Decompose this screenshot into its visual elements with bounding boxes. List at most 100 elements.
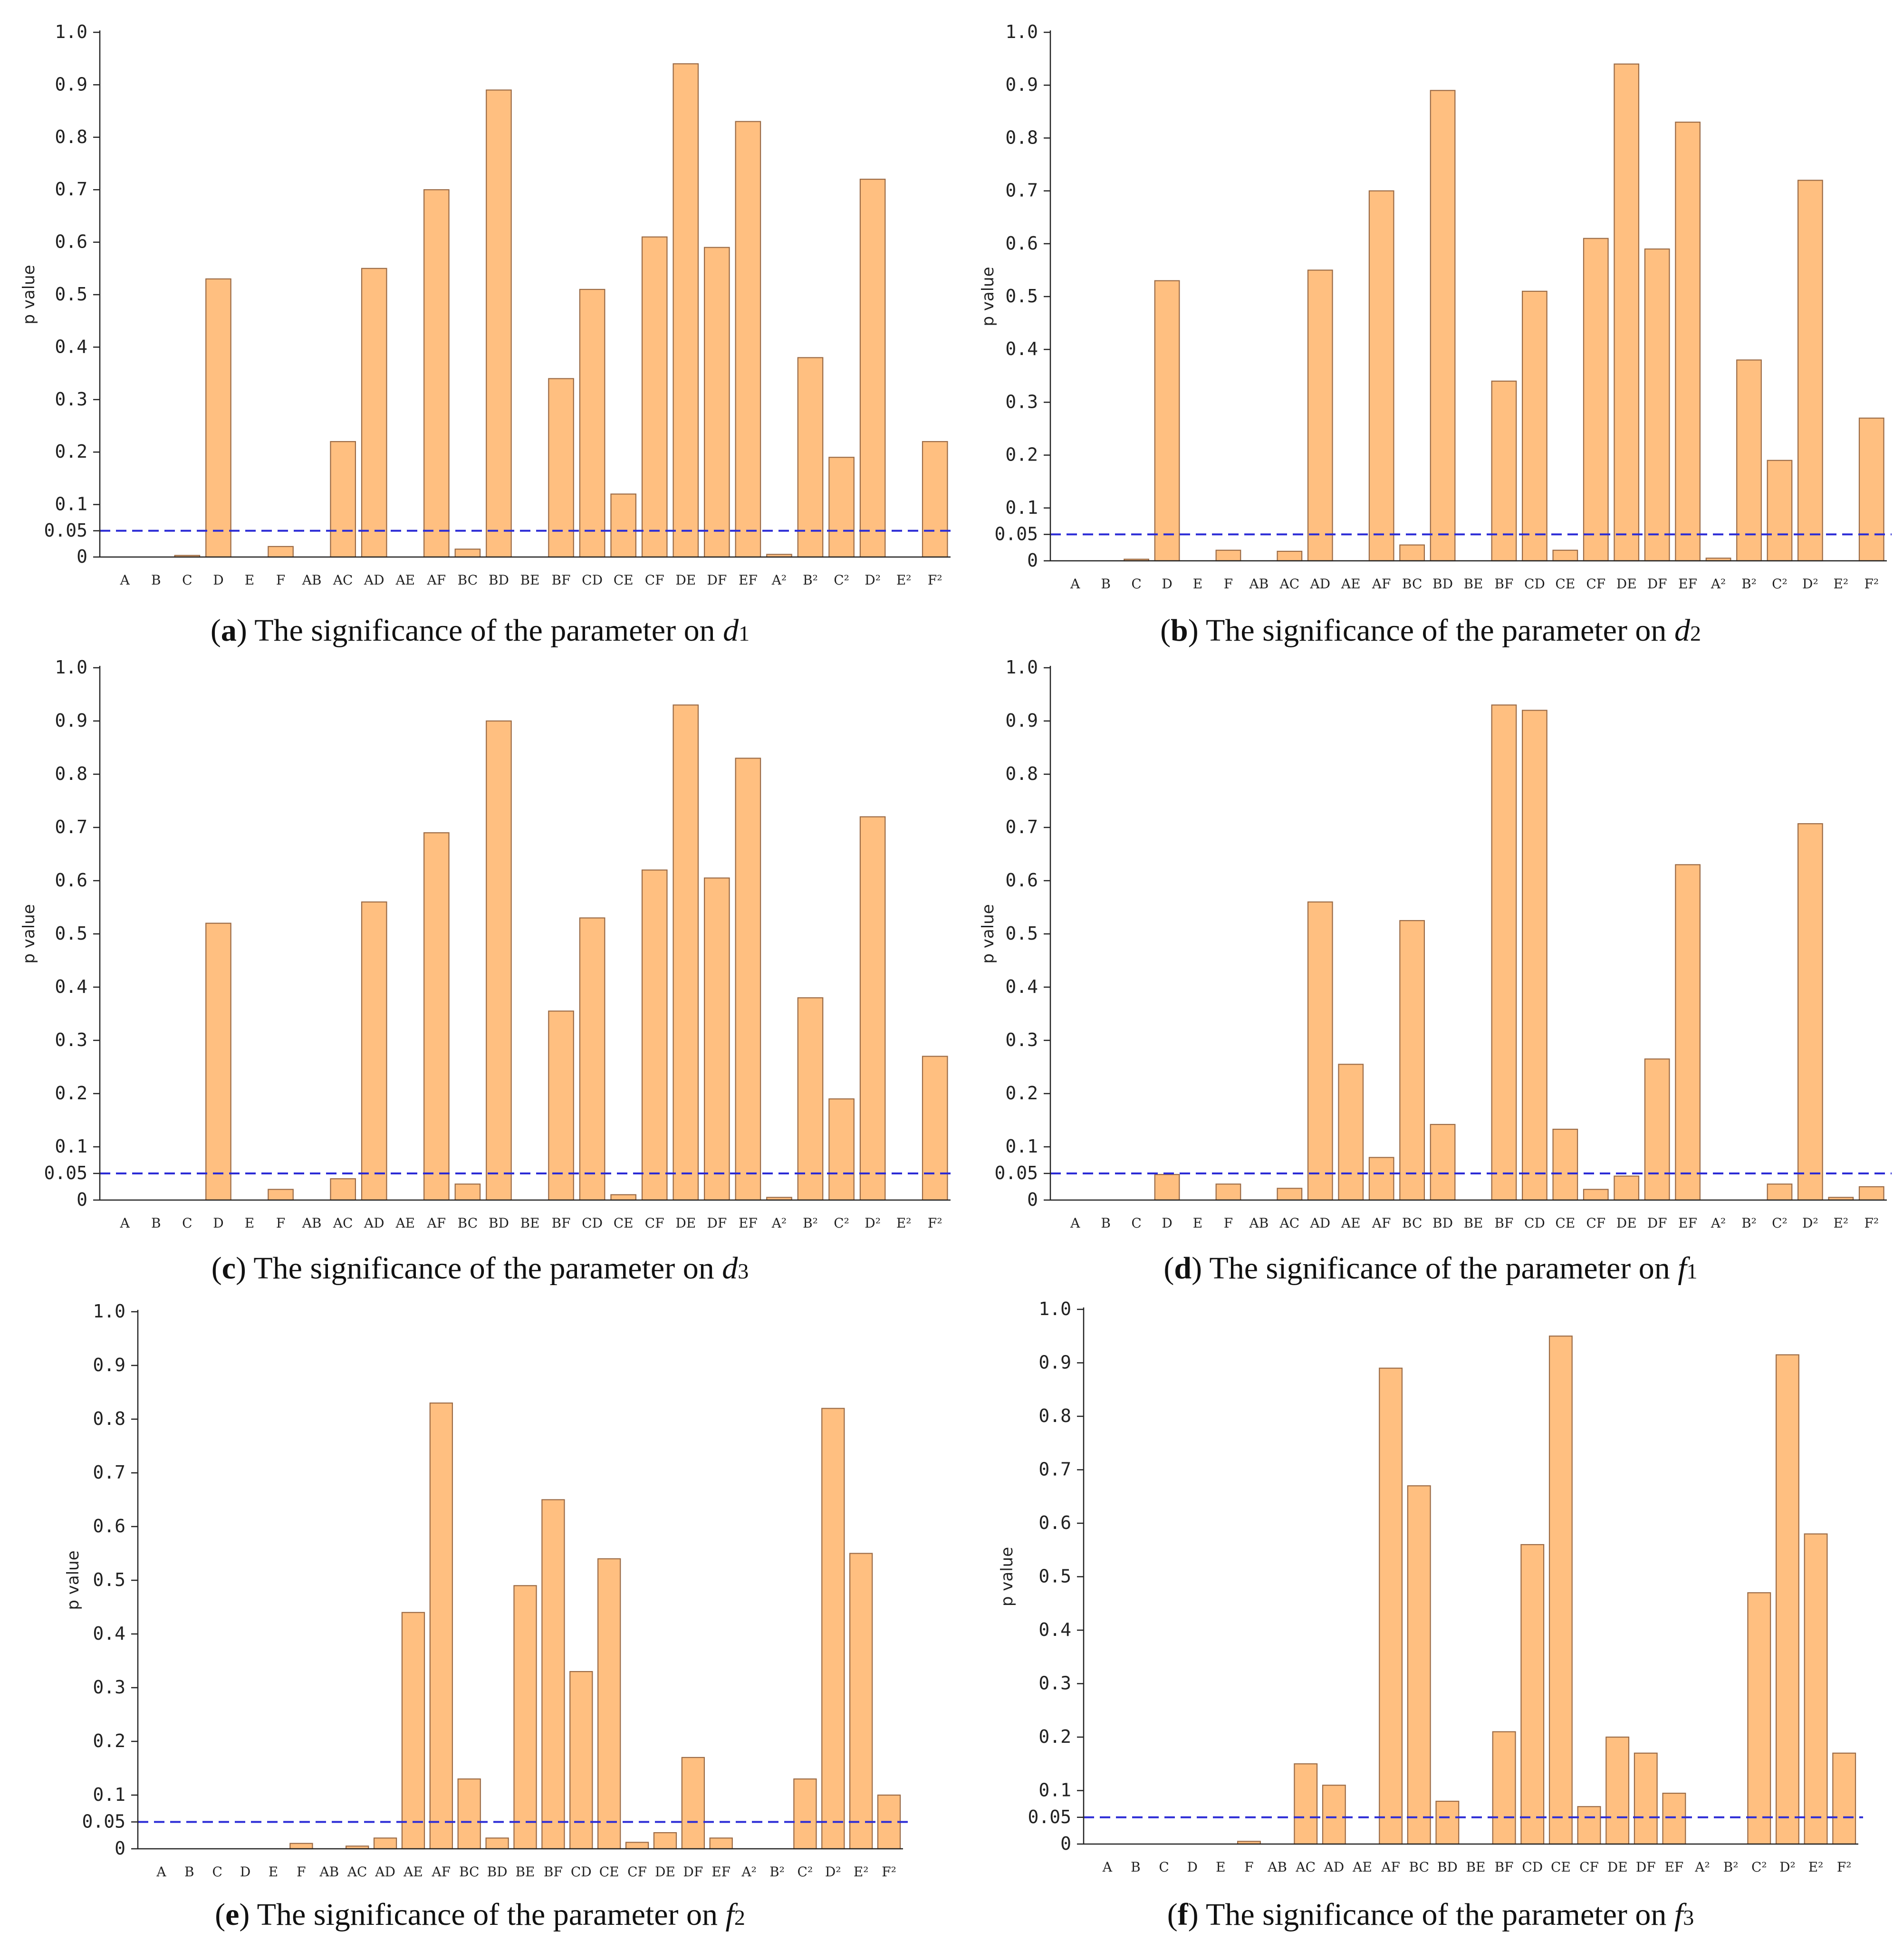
bar-e-15 <box>569 1671 593 1850</box>
x-tick-label: AC <box>1279 1215 1300 1231</box>
x-tick-label: BE <box>515 1864 535 1880</box>
x-tick-label: AC <box>347 1864 367 1880</box>
y-tick-label: 1.0 <box>55 657 87 678</box>
bar-a-12 <box>486 89 512 558</box>
x-tick-label: BC <box>1402 576 1422 592</box>
bar-d-12 <box>1430 1124 1456 1201</box>
x-tick-label: F <box>1244 1859 1253 1875</box>
y-tick-label: 0.6 <box>1005 233 1038 254</box>
y-tick-label: 0.5 <box>1005 286 1038 307</box>
x-tick-label: DF <box>1647 1215 1667 1231</box>
bar-b-23 <box>1767 460 1793 562</box>
bar-c-5 <box>268 1189 294 1201</box>
y-tick-label: 0 <box>77 1189 87 1210</box>
x-tick-label: A² <box>741 1864 756 1880</box>
y-tick-label: 0.3 <box>55 1029 87 1050</box>
x-tick-label: AB <box>302 1215 322 1231</box>
y-tick-label: 1.0 <box>1005 657 1038 678</box>
x-tick-label: A² <box>1694 1859 1710 1875</box>
panel-caption: (a) The significance of the parameter on… <box>211 613 750 648</box>
bar-f-16 <box>1548 1335 1573 1845</box>
bar-d-17 <box>1583 1189 1609 1201</box>
bar-e-24 <box>821 1408 845 1850</box>
x-tick-label: A <box>1070 1215 1080 1231</box>
y-tick-label: 0.1 <box>1005 1136 1038 1157</box>
x-tick-label: B² <box>803 572 818 588</box>
bar-b-8 <box>1307 269 1333 562</box>
x-tick-label: BD <box>489 572 509 588</box>
x-tick-label: A <box>1102 1859 1113 1875</box>
x-tick-label: BF <box>552 572 571 588</box>
x-tick-label: E <box>245 572 254 588</box>
y-axis-label: p value <box>19 265 38 324</box>
y-tick-label: 0.6 <box>55 870 87 891</box>
x-tick-label: CF <box>1579 1859 1599 1875</box>
x-tick-label: AC <box>333 572 353 588</box>
y-tick-label: 0.6 <box>55 231 87 252</box>
x-tick-label: E² <box>1808 1859 1824 1875</box>
y-tick-label: 0.3 <box>55 389 87 410</box>
x-tick-label: F² <box>1864 1215 1879 1231</box>
bar-d-8 <box>1307 901 1333 1201</box>
y-tick-label: 0 <box>1027 1189 1038 1210</box>
bar-f-11 <box>1407 1485 1431 1845</box>
x-tick-label: BE <box>1466 1859 1485 1875</box>
y-tick-label: 0.9 <box>1005 710 1038 731</box>
x-tick-label: DF <box>1647 576 1667 592</box>
y-tick-label: 0.2 <box>1005 444 1038 465</box>
bar-a-22 <box>797 357 824 558</box>
x-tick-label: D <box>1162 576 1172 592</box>
x-tick-label: CD <box>571 1864 592 1880</box>
x-tick-label: CE <box>614 1215 634 1231</box>
x-tick-label: EF <box>739 572 758 588</box>
x-tick-label: AE <box>403 1864 423 1880</box>
bar-b-22 <box>1736 359 1762 562</box>
y-axis-label: p value <box>19 904 38 963</box>
x-tick-label: AF <box>1372 1215 1391 1231</box>
bar-c-3 <box>205 922 231 1201</box>
y-axis-label: p value <box>979 267 998 326</box>
x-tick-label: CD <box>582 1215 603 1231</box>
x-tick-label: DE <box>655 1864 675 1880</box>
x-tick-label: BD <box>1432 576 1453 592</box>
y-tick-label: 0.2 <box>1005 1083 1038 1104</box>
bar-d-26 <box>1858 1186 1884 1201</box>
bar-c-15 <box>579 917 606 1201</box>
bar-a-20 <box>735 121 761 558</box>
x-tick-label: BF <box>544 1864 563 1880</box>
y-tick-label: 0.05 <box>44 520 87 541</box>
x-tick-label: EF <box>1678 576 1697 592</box>
x-tick-label: F² <box>928 1215 942 1231</box>
y-tick-label: 0.1 <box>55 494 87 515</box>
bar-a-15 <box>579 288 606 558</box>
bar-d-18 <box>1614 1175 1640 1201</box>
bar-a-5 <box>268 546 294 558</box>
bar-c-7 <box>330 1178 356 1201</box>
x-tick-label: DE <box>1607 1859 1628 1875</box>
x-tick-label: E² <box>854 1864 869 1880</box>
x-tick-label: E <box>245 1215 254 1231</box>
y-tick-label: 0.7 <box>93 1462 125 1483</box>
bar-b-12 <box>1430 90 1456 562</box>
x-tick-label: AD <box>1309 576 1330 592</box>
x-tick-label: D² <box>1779 1859 1796 1875</box>
y-tick-label: 0.8 <box>1038 1405 1071 1426</box>
bar-b-14 <box>1491 380 1517 562</box>
x-tick-label: AC <box>1279 576 1300 592</box>
bar-c-14 <box>548 1010 574 1201</box>
bar-e-13 <box>513 1585 537 1850</box>
x-tick-label: B <box>1131 1859 1141 1875</box>
x-tick-label: D <box>213 572 223 588</box>
bar-d-24 <box>1797 823 1823 1201</box>
x-tick-label: CF <box>627 1864 647 1880</box>
x-tick-label: BC <box>1402 1215 1422 1231</box>
bar-b-5 <box>1215 549 1241 562</box>
bar-c-16 <box>610 1194 636 1201</box>
x-tick-label: CD <box>1524 1215 1545 1231</box>
x-tick-label: AE <box>1341 1215 1361 1231</box>
x-tick-label: B <box>1101 1215 1111 1231</box>
